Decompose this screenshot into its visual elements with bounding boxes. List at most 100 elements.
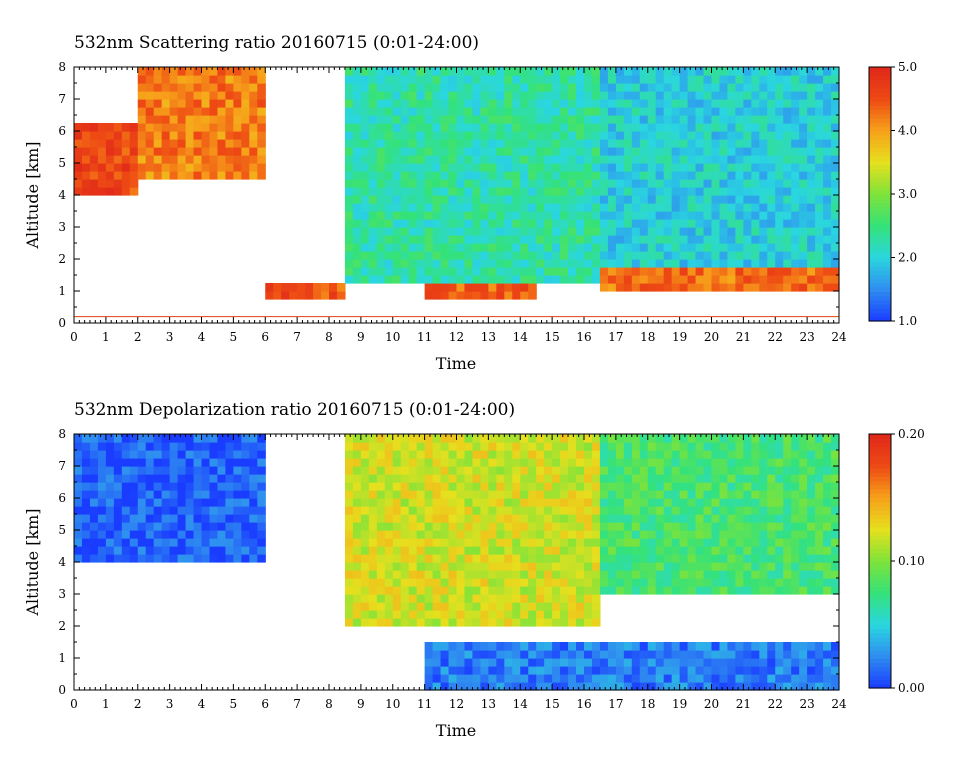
heatmap-cell: [512, 163, 521, 172]
heatmap-cell: [464, 466, 474, 475]
heatmap-cell: [655, 458, 665, 467]
heatmap-cell: [408, 227, 418, 236]
heatmap-cell: [615, 179, 625, 188]
heatmap-cell: [584, 139, 593, 148]
heatmap-cell: [544, 450, 553, 459]
heatmap-cell: [831, 434, 840, 443]
colorbar-step: [869, 253, 891, 259]
heatmap-cell: [599, 99, 609, 108]
heatmap-cell: [823, 586, 832, 595]
heatmap-cell: [687, 187, 697, 196]
heatmap-cell: [464, 682, 474, 691]
heatmap-cell: [504, 115, 513, 124]
heatmap-cell: [344, 554, 354, 563]
heatmap-cell: [584, 474, 593, 483]
heatmap-cell: [376, 195, 386, 204]
heatmap-cell: [153, 434, 163, 443]
heatmap-cell: [448, 75, 458, 84]
heatmap-cell: [504, 275, 513, 284]
heatmap-cell: [472, 498, 482, 507]
heatmap-cell: [400, 243, 410, 252]
heatmap-cell: [807, 682, 816, 691]
heatmap-cell: [687, 147, 697, 156]
heatmap-cell: [615, 203, 625, 212]
heatmap-cell: [544, 570, 553, 579]
heatmap-cell: [456, 602, 466, 611]
heatmap-cell: [647, 522, 657, 531]
heatmap-cell: [424, 291, 434, 300]
heatmap-cell: [687, 139, 697, 148]
heatmap-cell: [432, 187, 442, 196]
heatmap-cell: [831, 666, 840, 675]
heatmap-cell: [480, 498, 489, 507]
heatmap-cell: [528, 283, 537, 292]
colorbar: 0.000.100.20: [868, 427, 925, 695]
heatmap-cell: [400, 107, 410, 116]
heatmap-cell: [695, 163, 705, 172]
heatmap-cell: [217, 67, 227, 76]
heatmap-cell: [536, 211, 545, 220]
heatmap-cell: [831, 179, 840, 188]
heatmap-cell: [759, 179, 768, 188]
heatmap-cell: [201, 450, 211, 459]
heatmap-cell: [456, 115, 466, 124]
heatmap-cell: [408, 514, 418, 523]
heatmap-cell: [599, 474, 609, 483]
heatmap-cell: [137, 450, 147, 459]
colorbar-step: [869, 455, 891, 460]
heatmap-cell: [400, 570, 410, 579]
heatmap-cell: [161, 123, 171, 132]
heatmap-cell: [711, 482, 721, 491]
heatmap-cell: [679, 131, 689, 140]
heatmap-cell: [352, 498, 362, 507]
heatmap-cell: [743, 107, 752, 116]
heatmap-cell: [81, 171, 91, 180]
heatmap-cell: [512, 291, 521, 300]
heatmap-cell: [440, 123, 450, 132]
heatmap-cell: [384, 530, 394, 539]
heatmap-cell: [791, 538, 800, 547]
heatmap-cell: [480, 259, 489, 268]
heatmap-cell: [408, 466, 418, 475]
heatmap-cell: [416, 211, 426, 220]
heatmap-cell: [400, 123, 410, 132]
heatmap-cell: [376, 131, 386, 140]
heatmap-cell: [504, 131, 513, 140]
heatmap-cell: [615, 219, 625, 228]
heatmap-cell: [161, 522, 171, 531]
heatmap-cell: [655, 578, 665, 587]
heatmap-cell: [576, 458, 585, 467]
heatmap-cell: [631, 434, 641, 443]
heatmap-cell: [448, 211, 458, 220]
heatmap-cell: [480, 163, 489, 172]
heatmap-cell: [105, 514, 115, 523]
heatmap-cell: [623, 283, 633, 292]
heatmap-cell: [799, 458, 808, 467]
heatmap-cell: [408, 211, 418, 220]
heatmap-cell: [352, 107, 362, 116]
heatmap-cell: [241, 458, 250, 467]
heatmap-cell: [727, 235, 737, 244]
heatmap-cell: [400, 434, 410, 443]
heatmap-cell: [360, 434, 370, 443]
heatmap-cell: [440, 219, 450, 228]
heatmap-cell: [74, 123, 83, 132]
heatmap-cell: [432, 139, 442, 148]
x-tick-label: 9: [357, 697, 365, 711]
heatmap-cell: [145, 155, 155, 164]
heatmap-cell: [344, 562, 354, 571]
heatmap-cell: [432, 75, 442, 84]
colorbar-step: [869, 497, 891, 503]
heatmap-cell: [408, 602, 418, 611]
heatmap-cell: [823, 155, 832, 164]
heatmap-cell: [599, 67, 609, 76]
heatmap-cell: [815, 83, 824, 92]
heatmap-cell: [193, 155, 203, 164]
heatmap-cell: [671, 267, 681, 276]
heatmap-cell: [815, 163, 824, 172]
heatmap-cell: [568, 474, 577, 483]
heatmap-cell: [799, 434, 808, 443]
heatmap-cell: [480, 243, 489, 252]
heatmap-cell: [440, 83, 450, 92]
heatmap-cell: [368, 163, 378, 172]
